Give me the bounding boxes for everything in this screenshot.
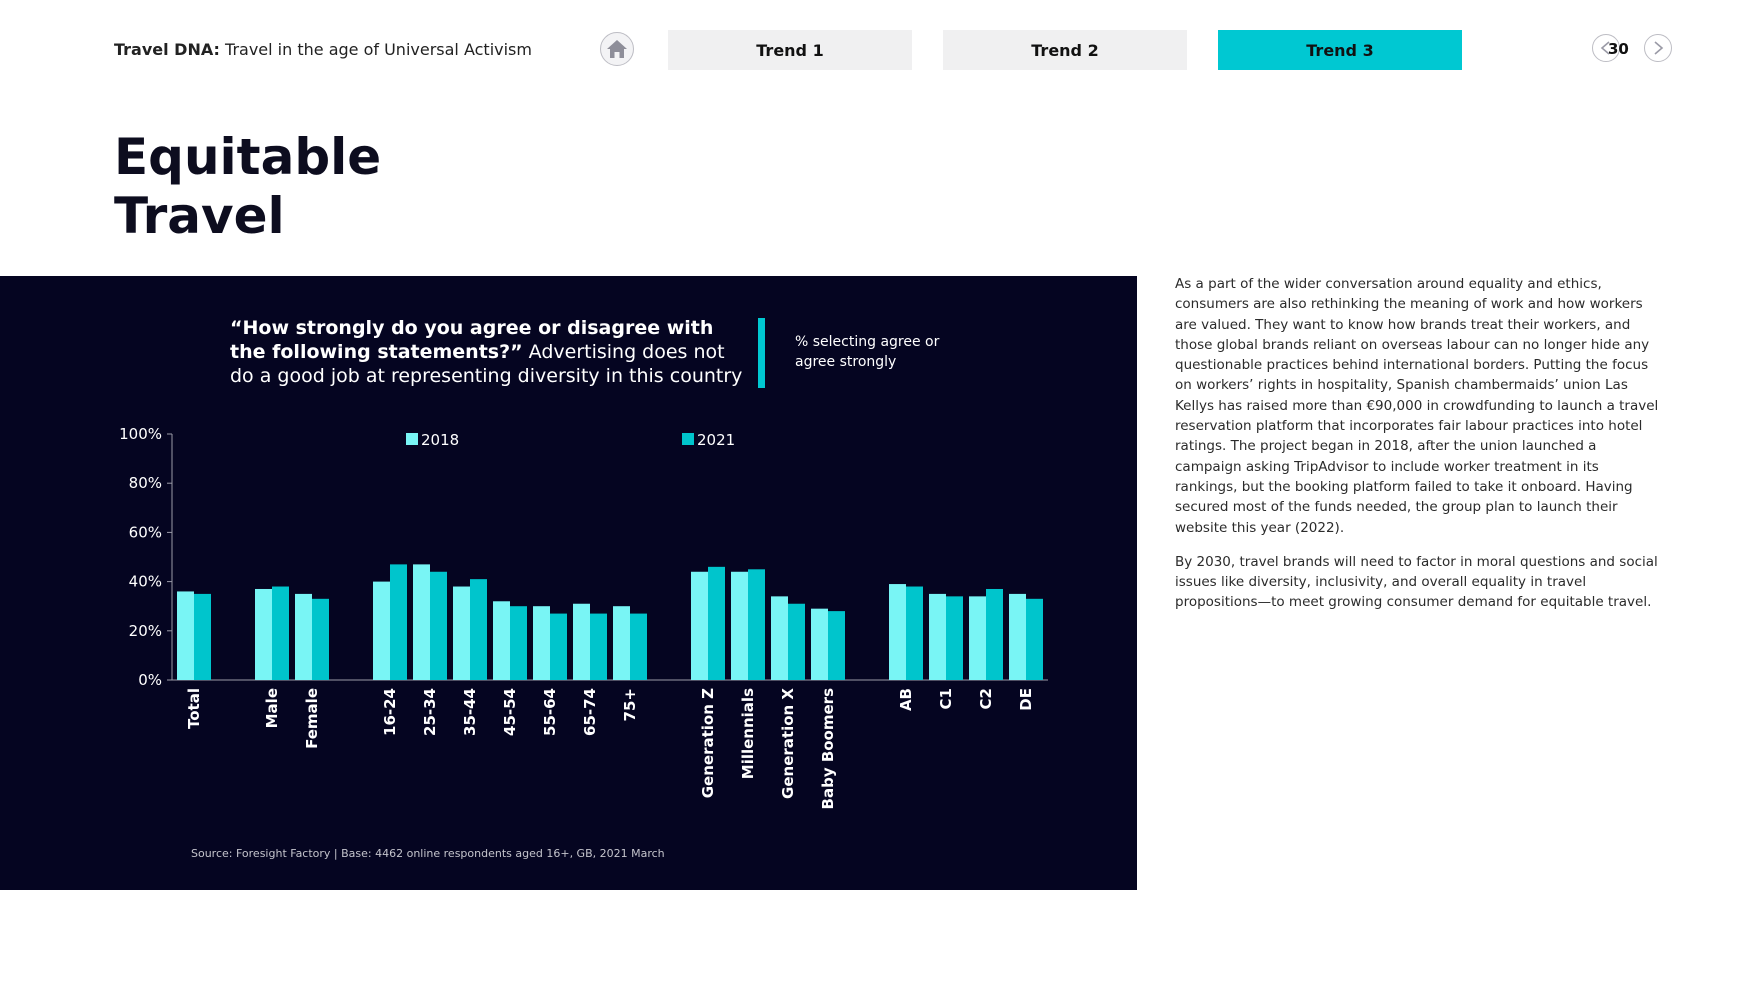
- x-tick-label: C2: [977, 688, 995, 709]
- body-paragraph-1: As a part of the wider conversation arou…: [1175, 276, 1659, 536]
- home-button[interactable]: [600, 32, 634, 66]
- bar-2021: [906, 586, 923, 680]
- bar-chart: 0% 20% 40% 60% 80% 100% 2018 2021 Total Male Femal…: [119, 425, 1048, 810]
- x-tick-label: Generation Z: [699, 688, 717, 798]
- bar-2018: [889, 584, 906, 680]
- bar-2021: [550, 613, 567, 680]
- bar-2018: [413, 564, 430, 680]
- survey-question: “How strongly do you agree or disagree w…: [230, 316, 750, 388]
- y-tick-label: 100%: [119, 425, 162, 443]
- x-tick-label: Female: [303, 688, 321, 749]
- x-tick-label: 35-44: [461, 688, 479, 736]
- y-tick-label: 20%: [129, 622, 162, 640]
- survey-question-statement: Advertising does not do a good job at re…: [230, 341, 743, 387]
- bar-2018: [255, 588, 272, 680]
- bar-2021: [430, 571, 447, 680]
- bar-2021: [272, 586, 289, 680]
- bar-2018: [573, 603, 590, 680]
- bar-2018: [969, 596, 986, 680]
- page-number: 30: [1608, 40, 1629, 58]
- bar-2018: [453, 586, 470, 680]
- legend-swatch: [682, 433, 694, 445]
- y-tick-label: 60%: [129, 523, 162, 541]
- body-text: As a part of the wider conversation arou…: [1175, 274, 1665, 627]
- tab-trend-1[interactable]: Trend 1: [668, 30, 912, 70]
- legend-label: 2021: [697, 431, 735, 449]
- tab-trend-3[interactable]: Trend 3: [1218, 30, 1462, 70]
- y-tick-label: 40%: [129, 573, 162, 591]
- x-tick-label: Millennials: [739, 688, 757, 779]
- bar-2021: [986, 588, 1003, 680]
- chevron-left-icon: [1600, 41, 1610, 55]
- tab-trend-2[interactable]: Trend 2: [943, 30, 1187, 70]
- bar-2021: [748, 569, 765, 680]
- bar-2021: [194, 593, 211, 680]
- bar-2018: [691, 571, 708, 680]
- bar-2021: [510, 606, 527, 680]
- bar-2021: [788, 603, 805, 680]
- x-tick-label: 65-74: [581, 688, 599, 736]
- bar-2021: [470, 579, 487, 680]
- x-tick-label: 75+: [621, 688, 639, 721]
- header-title: Travel DNA: Travel in the age of Univers…: [114, 40, 532, 59]
- x-tick-label: DE: [1017, 688, 1035, 711]
- accent-bar: [758, 318, 765, 388]
- survey-question-bold: “How strongly do you agree or disagree w…: [230, 317, 714, 363]
- source-note: Source: Foresight Factory | Base: 4462 o…: [191, 847, 665, 860]
- bar-2021: [390, 564, 407, 680]
- bar-2018: [295, 593, 312, 680]
- x-tick-label: 45-54: [501, 688, 519, 736]
- y-tick-label: 0%: [138, 671, 162, 689]
- x-tick-label: Male: [263, 688, 281, 728]
- legend-swatch: [406, 433, 418, 445]
- page-title: Equitable Travel: [114, 128, 382, 245]
- bar-2021: [946, 596, 963, 680]
- x-tick-label: 25-34: [421, 688, 439, 736]
- bar-2018: [771, 596, 788, 680]
- x-tick-label: AB: [897, 688, 915, 711]
- bar-2021: [312, 598, 329, 680]
- body-paragraph-2: By 2030, travel brands will need to fact…: [1175, 553, 1658, 611]
- bar-2018: [1009, 593, 1026, 680]
- bar-2018: [493, 601, 510, 680]
- y-tick-label: 80%: [129, 474, 162, 492]
- bar-2018: [929, 593, 946, 680]
- x-tick-label: Baby Boomers: [819, 688, 837, 810]
- x-tick-label: Generation X: [779, 688, 797, 799]
- bar-2018: [811, 608, 828, 680]
- legend-label: 2018: [421, 431, 459, 449]
- next-page-button[interactable]: [1644, 34, 1672, 62]
- header-brand-label: Travel DNA:: [114, 40, 220, 59]
- bar-2021: [1026, 598, 1043, 680]
- bar-2018: [731, 571, 748, 680]
- bar-2021: [708, 566, 725, 680]
- header-subtitle: Travel in the age of Universal Activism: [225, 40, 532, 59]
- bar-2018: [373, 581, 390, 680]
- bar-2018: [177, 591, 194, 680]
- x-tick-label: 16-24: [381, 688, 399, 736]
- x-tick-label: 55-64: [541, 688, 559, 736]
- bar-2021: [590, 613, 607, 680]
- bar-2021: [630, 613, 647, 680]
- bar-2018: [613, 606, 630, 680]
- bar-2021: [828, 611, 845, 680]
- home-icon: [607, 40, 627, 58]
- x-tick-label: Total: [185, 688, 203, 729]
- metric-note: % selecting agree or agree strongly: [795, 334, 940, 370]
- chevron-right-icon: [1654, 41, 1664, 55]
- bar-2018: [533, 606, 550, 680]
- x-tick-label: C1: [937, 688, 955, 709]
- chart-panel: “How strongly do you agree or disagree w…: [0, 276, 1137, 890]
- previous-page-button[interactable]: [1592, 34, 1620, 62]
